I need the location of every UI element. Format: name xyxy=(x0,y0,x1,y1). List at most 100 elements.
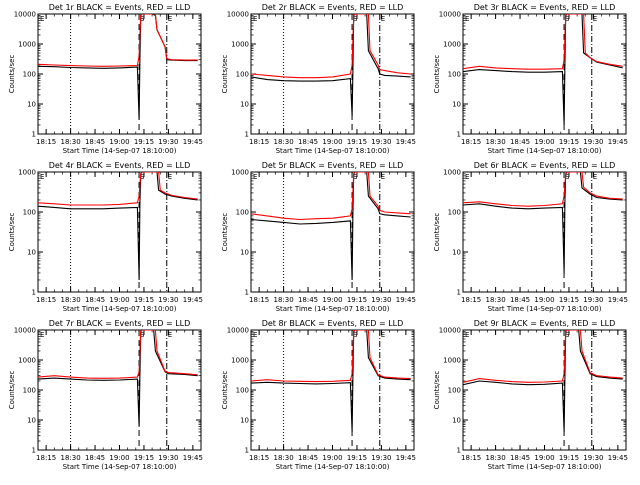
y-tick-label: 10000 xyxy=(227,327,249,335)
start-marker-label: S xyxy=(565,173,570,181)
x-tick-label: 19:30 xyxy=(371,296,391,304)
panel-title: Det 8r BLACK = Events, RED = LLD xyxy=(262,319,404,328)
x-tick-label: 19:00 xyxy=(534,296,554,304)
plot-frame xyxy=(37,13,202,135)
x-axis-label: Start Time (14-Sep-07 18:10:00) xyxy=(276,147,390,155)
x-tick-label: 18:30 xyxy=(274,454,294,462)
x-tick-label: 19:15 xyxy=(347,138,367,146)
start-marker-label: S xyxy=(353,173,358,181)
series-lld-line xyxy=(463,172,623,207)
start-marker-label: S xyxy=(565,15,570,23)
x-tick-label: 18:30 xyxy=(61,138,81,146)
x-axis-label: Start Time (14-Sep-07 18:10:00) xyxy=(276,305,390,313)
y-tick-label: 1 xyxy=(457,131,461,139)
panel-title: Det 5r BLACK = Events, RED = LLD xyxy=(262,161,404,170)
x-tick-label: 18:30 xyxy=(61,454,81,462)
x-tick-label: 19:15 xyxy=(347,454,367,462)
x-axis-label: Start Time (14-Sep-07 18:10:00) xyxy=(488,147,602,155)
y-tick-label: 100 xyxy=(236,71,249,79)
y-tick-label: 1 xyxy=(245,289,249,297)
corner-end-label: E xyxy=(253,331,257,339)
corner-end-label: E xyxy=(40,173,44,181)
end-marker-label: E xyxy=(168,331,172,339)
panel-title: Det 3r BLACK = Events, RED = LLD xyxy=(474,3,616,12)
x-tick-label: 19:30 xyxy=(371,454,391,462)
panel-det-2: Det 2r BLACK = Events, RED = LLD 1 10 100 10… xyxy=(221,3,416,155)
series-lld-line xyxy=(463,14,623,70)
panel-title: Det 7r BLACK = Events, RED = LLD xyxy=(49,319,191,328)
x-tick-label: 18:30 xyxy=(61,296,81,304)
corner-end-label: E xyxy=(465,331,469,339)
x-tick-label: 19:30 xyxy=(583,296,603,304)
y-tick-label: 1 xyxy=(245,131,249,139)
panel-title: Det 1r BLACK = Events, RED = LLD xyxy=(49,3,191,12)
y-tick-label: 1 xyxy=(32,131,36,139)
x-tick-label: 19:30 xyxy=(158,138,178,146)
x-tick-label: 19:00 xyxy=(322,296,342,304)
x-tick-label: 18:30 xyxy=(486,138,506,146)
y-tick-label: 1000 xyxy=(231,357,249,365)
y-tick-label: 10 xyxy=(452,249,461,257)
x-tick-label: 19:30 xyxy=(158,454,178,462)
corner-end-label: E xyxy=(465,15,469,23)
end-marker-label: E xyxy=(381,15,385,23)
x-tick-label: 19:15 xyxy=(559,454,579,462)
x-tick-label: 18:15 xyxy=(36,454,56,462)
plot-frame xyxy=(37,171,202,293)
y-tick-label: 10 xyxy=(27,417,36,425)
plot-frame xyxy=(462,13,627,135)
x-tick-label: 18:45 xyxy=(85,296,105,304)
panel-det-1: Det 1r BLACK = Events, RED = LLD 1 10 100 10… xyxy=(8,3,203,155)
y-axis-label: Counts/sec xyxy=(8,213,16,252)
x-tick-label: 18:45 xyxy=(510,138,530,146)
x-tick-label: 19:15 xyxy=(134,296,154,304)
panel-title: Det 9r BLACK = Events, RED = LLD xyxy=(474,319,616,328)
y-tick-label: 1000 xyxy=(443,41,461,49)
y-tick-label: 100 xyxy=(448,209,461,217)
y-tick-label: 100 xyxy=(23,387,36,395)
y-tick-label: 1000 xyxy=(443,357,461,365)
x-tick-label: 19:30 xyxy=(583,454,603,462)
y-axis-label: Counts/sec xyxy=(433,55,441,94)
end-marker-label: E xyxy=(381,331,385,339)
y-tick-label: 10 xyxy=(27,101,36,109)
series-events-line xyxy=(38,14,198,120)
y-tick-label: 100 xyxy=(236,387,249,395)
x-tick-label: 19:00 xyxy=(109,296,129,304)
panel-det-5: Det 5r BLACK = Events, RED = LLD 1 10 100 10… xyxy=(221,161,416,313)
panel-det-3: Det 3r BLACK = Events, RED = LLD 1 10 100 10… xyxy=(433,3,628,155)
panel-det-7: Det 7r BLACK = Events, RED = LLD 1 10 100 10… xyxy=(8,319,203,471)
x-tick-label: 18:30 xyxy=(274,296,294,304)
x-tick-label: 19:30 xyxy=(158,296,178,304)
x-tick-label: 19:45 xyxy=(396,296,416,304)
x-tick-label: 19:45 xyxy=(183,296,203,304)
panel-title: Det 6r BLACK = Events, RED = LLD xyxy=(474,161,616,170)
y-tick-label: 10000 xyxy=(14,11,36,19)
series-lld-line xyxy=(38,172,198,206)
y-tick-label: 10 xyxy=(240,101,249,109)
corner-end-label: E xyxy=(40,15,44,23)
x-axis-label: Start Time (14-Sep-07 18:10:00) xyxy=(276,463,390,471)
x-tick-label: 19:30 xyxy=(583,138,603,146)
plot-frame xyxy=(37,329,202,451)
panel-det-6: Det 6r BLACK = Events, RED = LLD 1 10 100 10… xyxy=(433,161,628,313)
plot-frame xyxy=(462,329,627,451)
x-tick-label: 18:45 xyxy=(298,296,318,304)
x-tick-label: 19:45 xyxy=(608,454,628,462)
series-events-line xyxy=(38,172,198,281)
y-tick-label: 1000 xyxy=(443,169,461,177)
x-tick-label: 18:15 xyxy=(461,296,481,304)
panel-title: Det 2r BLACK = Events, RED = LLD xyxy=(262,3,404,12)
panel-det-8: Det 8r BLACK = Events, RED = LLD 1 10 100 10… xyxy=(221,319,416,471)
y-tick-label: 1000 xyxy=(18,169,36,177)
x-tick-label: 18:45 xyxy=(298,138,318,146)
x-axis-label: Start Time (14-Sep-07 18:10:00) xyxy=(63,463,177,471)
start-marker-label: S xyxy=(140,15,145,23)
x-tick-label: 19:15 xyxy=(347,296,367,304)
x-tick-label: 19:45 xyxy=(183,138,203,146)
x-tick-label: 18:15 xyxy=(461,454,481,462)
end-marker-label: E xyxy=(168,173,172,181)
panel-title: Det 4r BLACK = Events, RED = LLD xyxy=(49,161,191,170)
start-marker-label: S xyxy=(353,15,358,23)
y-axis-label: Counts/sec xyxy=(8,55,16,94)
